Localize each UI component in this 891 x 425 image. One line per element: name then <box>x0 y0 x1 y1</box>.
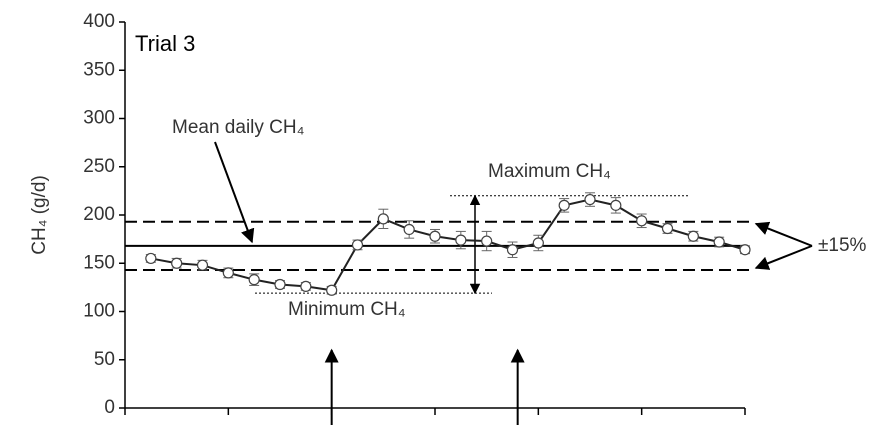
data-point <box>351 239 364 251</box>
data-point <box>222 267 234 279</box>
data-point <box>713 236 725 248</box>
y-tick-label: 150 <box>83 252 115 273</box>
data-point <box>326 284 338 296</box>
band-arrow <box>754 221 813 247</box>
data-point <box>403 223 415 236</box>
band-arrow <box>754 244 813 270</box>
chart-title: Trial 3 <box>135 31 195 56</box>
maximum-label: Maximum CH₄ <box>488 161 611 182</box>
y-tick-label: 250 <box>83 156 115 177</box>
data-point <box>248 274 260 286</box>
minimum-label: Minimum CH₄ <box>288 299 406 320</box>
data-point <box>584 193 596 206</box>
data-point <box>481 235 493 247</box>
y-tick-label: 50 <box>94 349 115 370</box>
data-point <box>661 222 674 235</box>
data-point <box>196 259 209 271</box>
y-axis-label: CH₄ (g/d) <box>29 175 50 255</box>
data-point <box>455 234 467 246</box>
mean-arrow <box>214 141 255 244</box>
band-label: ±15% <box>818 235 867 256</box>
data-point <box>610 199 622 211</box>
data-point <box>636 215 648 227</box>
data-point <box>274 278 286 291</box>
mean-label: Mean daily CH₄ <box>172 117 305 138</box>
data-point <box>532 237 544 249</box>
data-point <box>558 199 570 211</box>
data-point <box>300 280 312 293</box>
data-point <box>377 213 389 225</box>
y-tick-label: 400 <box>83 11 115 32</box>
y-tick-label: 0 <box>104 397 115 418</box>
y-tick-label: 100 <box>83 301 115 322</box>
data-point <box>506 244 519 256</box>
data-point <box>145 252 157 265</box>
data-point <box>739 244 751 256</box>
data-point <box>429 230 441 242</box>
data-point <box>687 230 699 242</box>
y-tick-label: 350 <box>83 59 115 80</box>
y-tick-label: 200 <box>83 204 115 225</box>
y-tick-label: 300 <box>83 108 115 129</box>
data-point <box>171 257 183 269</box>
